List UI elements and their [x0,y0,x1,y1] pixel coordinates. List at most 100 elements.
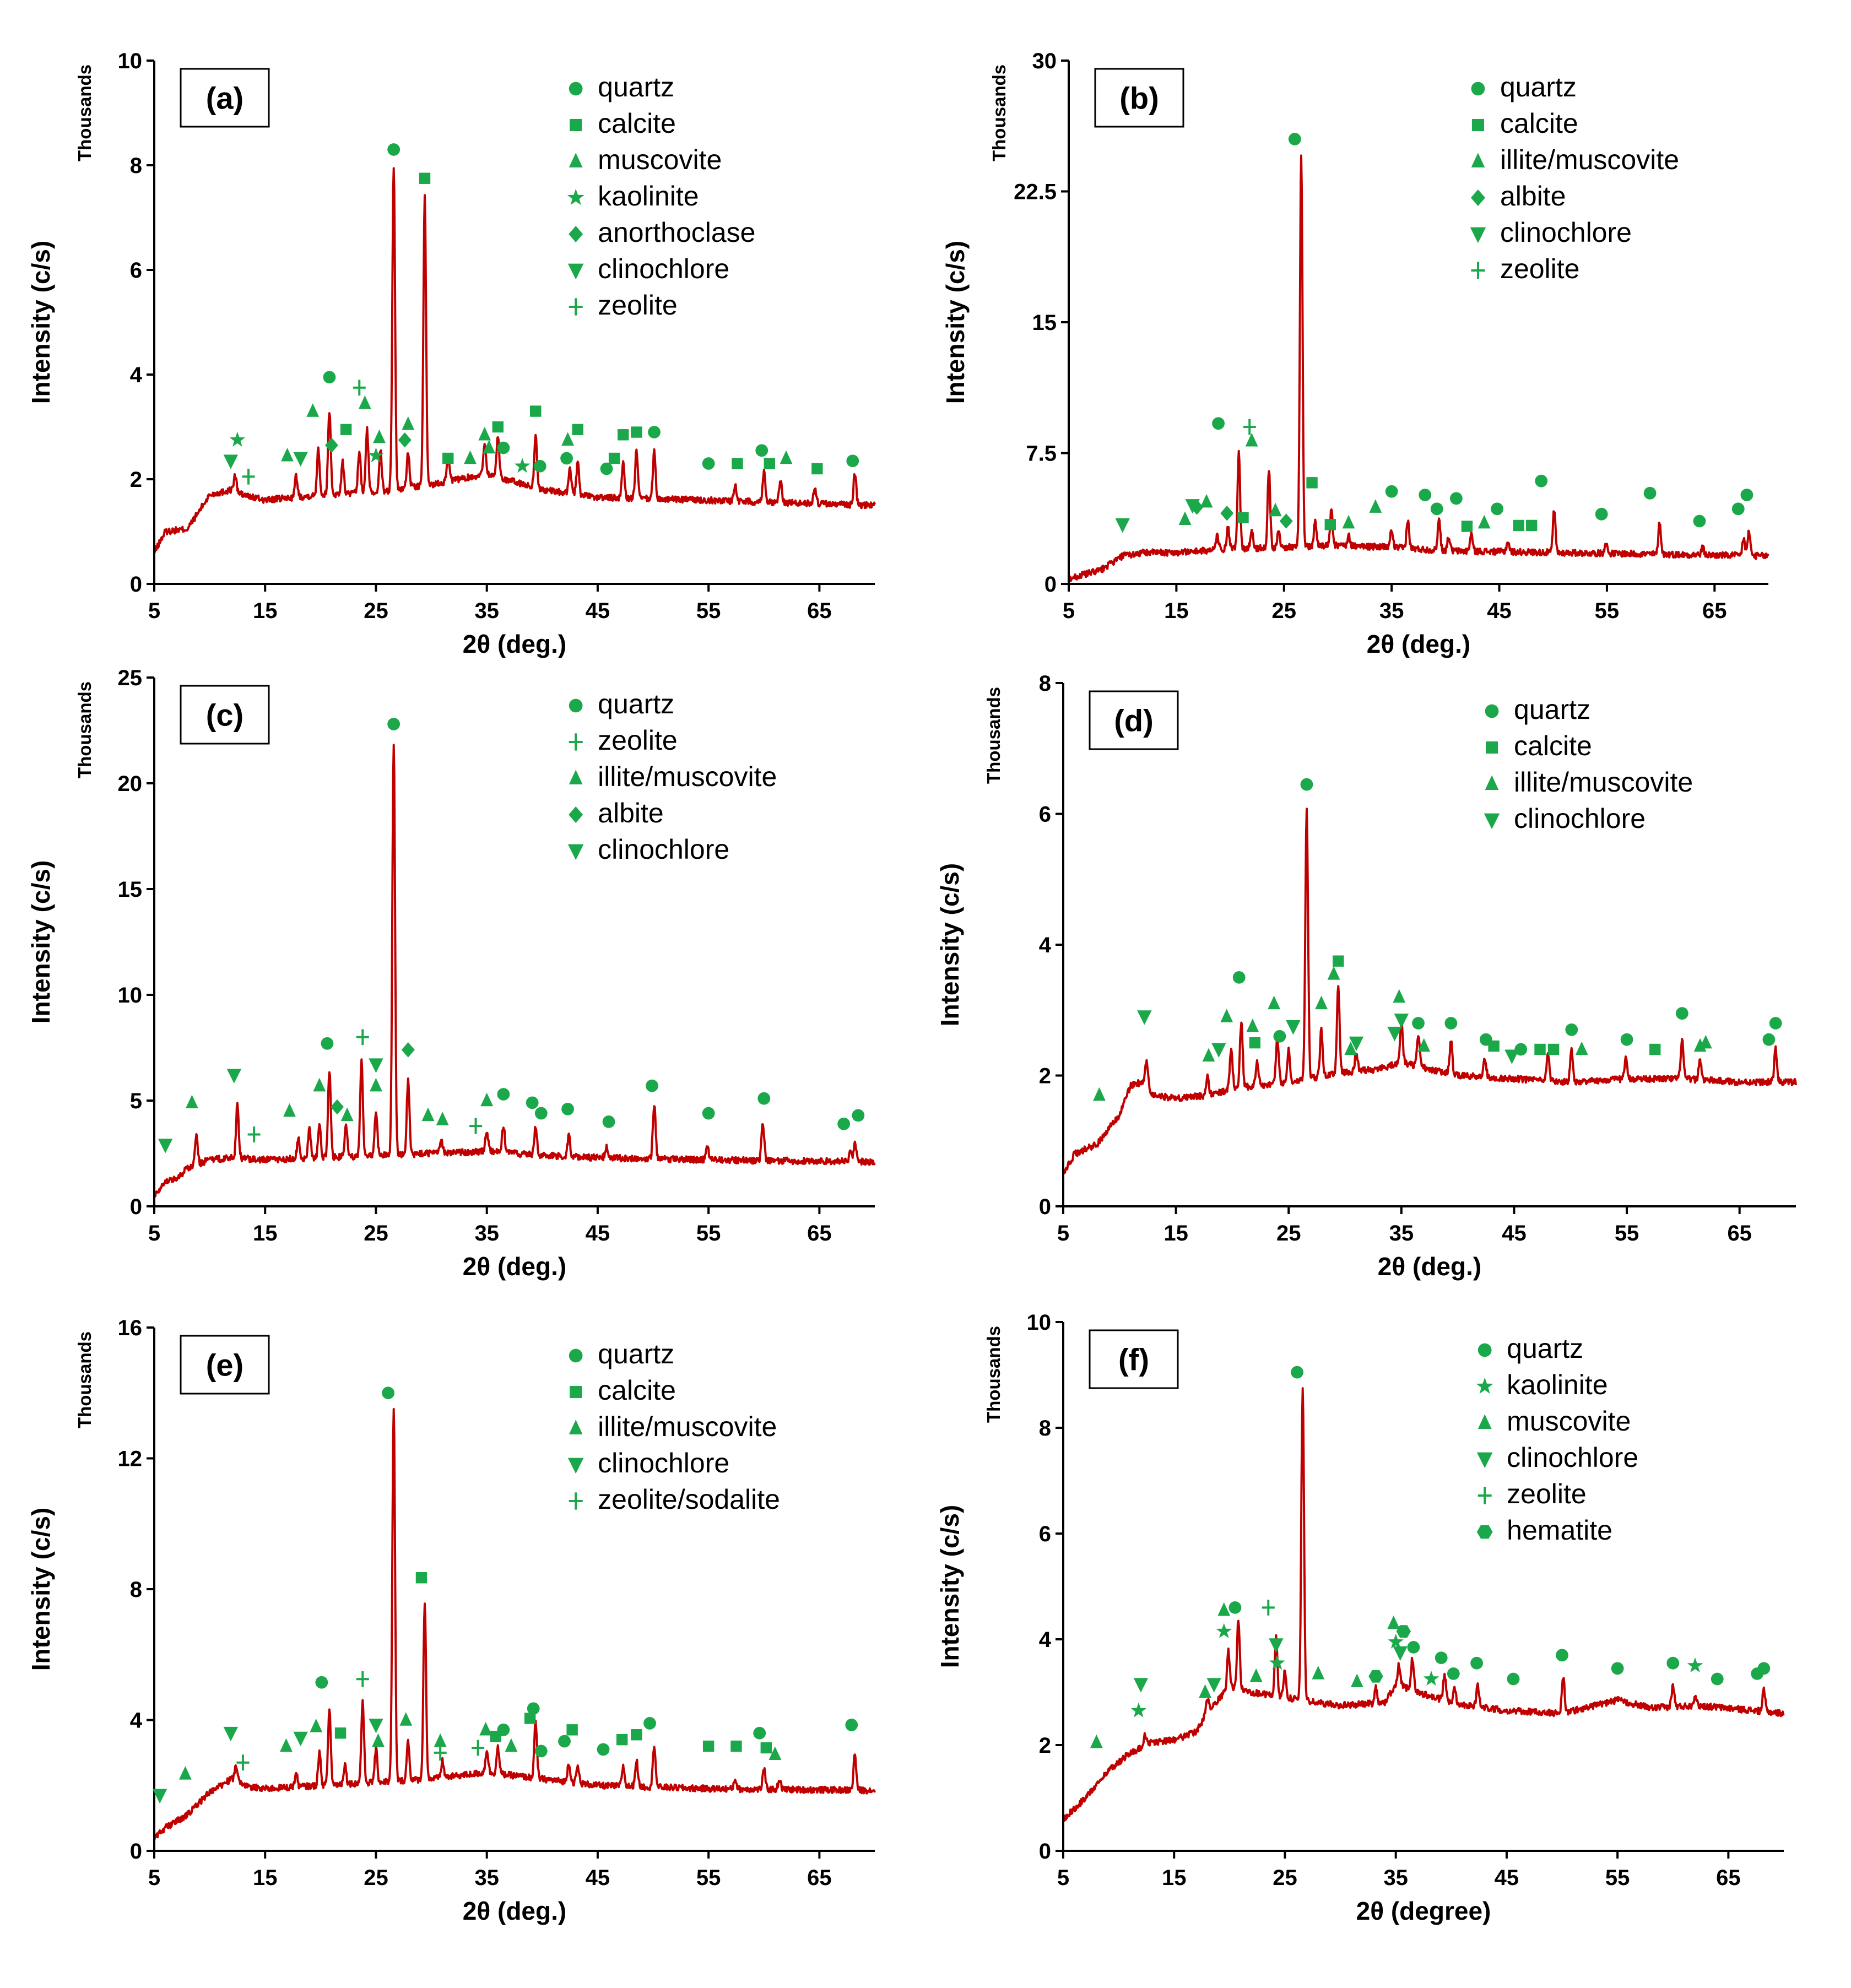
phase-marker-triangle-down [293,1731,308,1747]
phase-marker-triangle-down [369,1058,383,1073]
phase-marker-plus [469,1118,483,1134]
unit-label: Thousands [989,64,1009,161]
phase-marker-circle [497,441,510,454]
phase-marker-plus [472,1740,485,1756]
phase-marker-star [1269,1655,1285,1670]
legend-marker [1476,1377,1493,1394]
phase-marker-circle [387,718,400,730]
panel-label-box [180,1335,270,1395]
y-tick-label: 2 [1039,1734,1051,1758]
phase-marker-circle [1643,486,1657,500]
phase-marker-circle [1232,971,1246,984]
x-tick-label: 15 [253,599,278,623]
phase-marker-square [442,452,454,464]
phase-marker-circle [561,1102,574,1115]
legend-entry: albite [598,798,664,828]
phase-marker-triangle-up [186,1095,198,1109]
phase-marker-diamond [1220,505,1234,521]
phase-marker-circle [387,143,400,156]
x-tick-label: 5 [148,1221,160,1245]
legend-entry: calcite [598,108,676,139]
x-tick-label: 35 [1383,1866,1408,1890]
phase-marker-circle [1385,485,1398,498]
phase-marker-triangle-down [223,1726,239,1742]
legend-entry: calcite [1514,730,1592,761]
phase-marker-triangle-up [1246,1019,1259,1032]
phase-marker-circle [558,1735,571,1748]
phase-marker-square [1249,1037,1261,1049]
phase-marker-triangle-up [1342,514,1355,529]
x-tick-label: 15 [1162,1866,1187,1890]
y-axis-title: Intensity (c/s) [26,241,55,404]
y-tick-label: 4 [130,363,143,387]
x-tick-label: 35 [1379,599,1404,623]
phase-marker-triangle-down [1211,1043,1226,1058]
phase-marker-circle [382,1386,394,1400]
phase-marker-triangle-up [1575,1041,1588,1055]
x-tick-label: 15 [253,1866,278,1890]
phase-marker-triangle-up [1315,995,1328,1010]
phase-marker-circle [597,1743,610,1756]
phase-marker-triangle-up [1090,1734,1103,1748]
legend-marker [1486,741,1498,754]
phase-marker-triangle-up [768,1746,782,1761]
phase-marker-square [702,1740,715,1752]
phase-marker-triangle-up [1178,511,1192,526]
phase-marker-circle [755,444,768,457]
phase-marker-circle [1769,1017,1782,1030]
y-tick-label: 4 [1039,1628,1052,1652]
phase-marker-circle [526,1096,539,1109]
phase-marker-triangle-up [1217,1602,1231,1616]
phase-marker-circle [1675,1007,1688,1020]
phase-marker-triangle-up [561,432,574,446]
phase-marker-triangle-down [1394,1014,1409,1028]
phase-marker-square [566,1724,578,1736]
x-tick-label: 25 [1272,599,1297,623]
x-axis-title: 2θ (deg.) [463,630,566,658]
phase-marker-triangle-up [283,1103,296,1117]
phase-marker-triangle-up [306,403,320,417]
phase-marker-triangle-up [780,450,793,464]
phase-marker-circle [1535,474,1548,487]
legend-marker [567,844,584,860]
x-tick-label: 45 [1502,1221,1527,1245]
phase-marker-circle [837,1117,851,1130]
phase-marker-star [1388,1633,1404,1649]
x-tick-label: 65 [807,1221,832,1245]
phase-marker-plus [236,1754,250,1771]
y-tick-label: 7.5 [1026,442,1057,466]
phase-marker-circle [1300,778,1313,791]
unit-label: Thousands [74,681,95,778]
legend-marker [1476,1452,1493,1469]
phase-marker-square [1306,477,1318,489]
phase-marker-circle [1514,1043,1528,1056]
phase-marker-square [1525,519,1538,532]
legend-marker [570,1385,582,1399]
phase-marker-square [1237,512,1249,523]
panel-label-box [1089,1329,1179,1389]
phase-marker-triangle-up [372,1733,385,1747]
phase-marker-star [1130,1702,1147,1718]
legend-marker [569,153,583,168]
legend-entry: zeolite [598,290,678,321]
legend-marker [569,298,583,316]
phase-marker-circle [1449,492,1463,505]
x-tick-label: 55 [696,1866,721,1890]
y-tick-label: 6 [130,258,142,283]
phase-marker-circle [1419,489,1432,501]
phase-marker-square [732,458,743,469]
phase-marker-triangle-up [434,1733,447,1747]
phase-marker-diamond [401,1042,415,1058]
phase-marker-circle [1751,1667,1764,1680]
legend-marker [1471,262,1485,279]
panel-label: (b) [1119,81,1159,116]
phase-marker-circle [600,462,613,475]
legend-entry: quartz [1514,694,1590,725]
phase-marker-triangle-up [478,426,491,441]
phase-marker-triangle-up [1327,966,1340,980]
phase-marker-triangle-up [399,1712,413,1726]
phase-marker-circle [1666,1656,1680,1670]
phase-marker-circle [1507,1672,1520,1686]
phase-marker-star [1423,1671,1439,1686]
y-tick-label: 5 [130,1089,142,1113]
